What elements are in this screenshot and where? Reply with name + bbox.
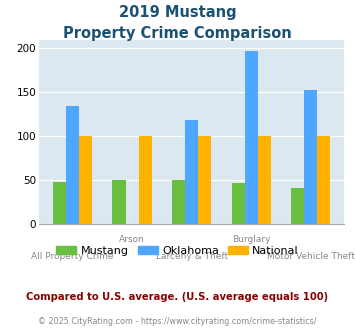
Text: Property Crime Comparison: Property Crime Comparison bbox=[63, 26, 292, 41]
Bar bbox=[139, 136, 152, 224]
Text: Larceny & Theft: Larceny & Theft bbox=[155, 252, 228, 261]
Bar bbox=[258, 136, 271, 224]
Legend: Mustang, Oklahoma, National: Mustang, Oklahoma, National bbox=[52, 241, 303, 260]
Bar bbox=[66, 106, 79, 224]
Bar bbox=[113, 181, 126, 224]
Text: Arson: Arson bbox=[119, 236, 145, 245]
Text: 2019 Mustang: 2019 Mustang bbox=[119, 5, 236, 20]
Text: All Property Crime: All Property Crime bbox=[31, 252, 114, 261]
Bar bbox=[317, 136, 331, 224]
Bar bbox=[79, 136, 92, 224]
Text: Burglary: Burglary bbox=[232, 236, 271, 245]
Text: © 2025 CityRating.com - https://www.cityrating.com/crime-statistics/: © 2025 CityRating.com - https://www.city… bbox=[38, 317, 317, 326]
Bar bbox=[231, 183, 245, 224]
Bar bbox=[198, 136, 211, 224]
Bar bbox=[185, 120, 198, 224]
Bar bbox=[245, 51, 258, 224]
Bar bbox=[291, 188, 304, 224]
Text: Motor Vehicle Theft: Motor Vehicle Theft bbox=[267, 252, 355, 261]
Bar bbox=[172, 181, 185, 224]
Bar bbox=[53, 182, 66, 224]
Text: Compared to U.S. average. (U.S. average equals 100): Compared to U.S. average. (U.S. average … bbox=[26, 292, 329, 302]
Bar bbox=[304, 90, 317, 224]
